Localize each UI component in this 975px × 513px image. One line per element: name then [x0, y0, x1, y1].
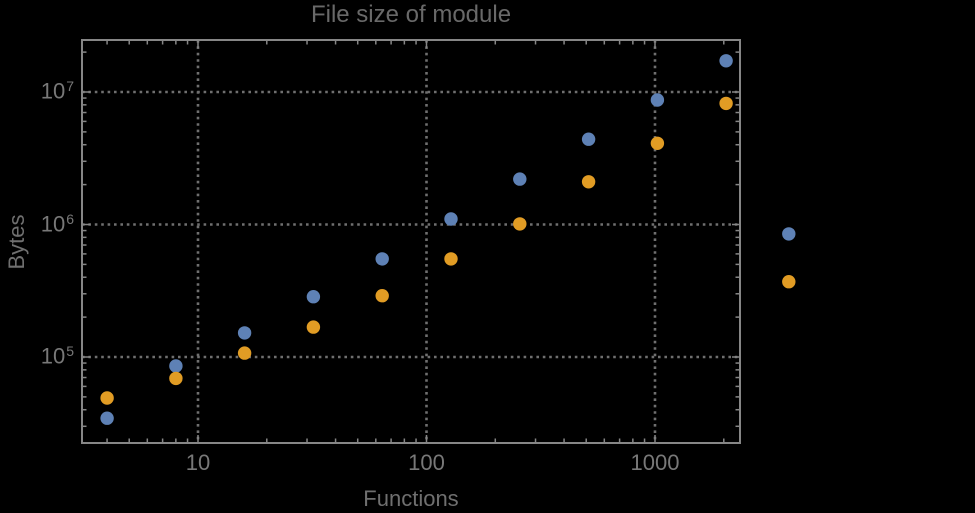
- data-point-orange: [782, 275, 796, 289]
- data-point-orange: [306, 320, 321, 334]
- data-point-orange: [513, 217, 527, 231]
- data-point-orange: [169, 371, 183, 386]
- y-tick-base: 10: [40, 78, 66, 104]
- x-tick-label: 1000: [630, 450, 680, 475]
- y-tick-exponent: 7: [66, 78, 74, 94]
- y-tick-label: 107: [0, 78, 74, 104]
- data-point-blue: [650, 93, 665, 107]
- y-tick-label: 106: [0, 210, 74, 237]
- x-tick-label: 10: [185, 450, 211, 475]
- x-axis-label: Functions: [363, 486, 459, 511]
- y-tick-base: 10: [40, 343, 66, 369]
- plot-frame: [81, 39, 741, 444]
- y-tick-exponent: 5: [66, 343, 74, 359]
- y-tick-exponent: 6: [66, 210, 74, 227]
- chart-title: File size of module: [310, 1, 512, 28]
- data-point-orange: [100, 391, 114, 405]
- data-point-blue: [719, 54, 733, 68]
- y-tick-base: 10: [40, 210, 66, 236]
- x-tick-label: 100: [408, 450, 445, 475]
- data-point-orange: [444, 252, 458, 266]
- data-point-blue: [513, 172, 527, 186]
- data-point-orange: [375, 289, 389, 303]
- data-point-blue: [100, 411, 114, 425]
- data-point-blue: [237, 326, 252, 340]
- data-point-blue: [375, 252, 389, 266]
- data-point-orange: [719, 96, 733, 111]
- data-point-orange: [650, 136, 665, 150]
- data-point-blue: [444, 212, 458, 226]
- data-point-blue: [581, 132, 596, 146]
- data-point-orange: [581, 175, 596, 189]
- data-point-orange: [237, 346, 252, 360]
- data-point-blue: [169, 359, 183, 373]
- data-point-blue: [782, 227, 796, 241]
- data-point-blue: [306, 290, 321, 304]
- y-tick-label: 105: [0, 343, 74, 369]
